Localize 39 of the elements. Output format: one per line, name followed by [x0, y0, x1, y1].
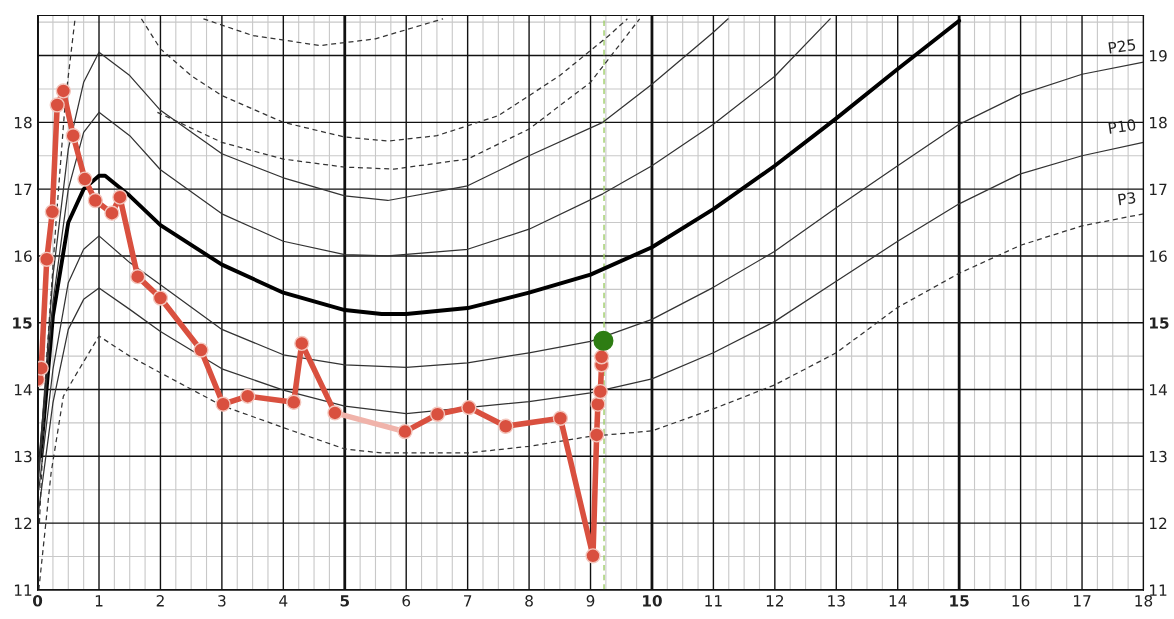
text: P25 — [1108, 38, 1136, 54]
y2-tick-label: 14 — [1150, 384, 1167, 396]
y2-tick-label: 13 — [1150, 450, 1167, 463]
y2-tick-label: 17 — [1150, 183, 1167, 195]
x-tick-label: 3 — [218, 595, 226, 607]
x-tick-label: 7 — [464, 595, 472, 607]
y2-tick-label: 16 — [1150, 250, 1167, 262]
x-tick-label: 16 — [1012, 595, 1030, 607]
y-tick-label: 18 — [14, 116, 32, 129]
y2-tick-label: 18 — [1150, 116, 1167, 129]
y-tick-label: 11 — [14, 584, 32, 596]
y-tick-label: 15 — [13, 317, 32, 329]
x-tick-label: 13 — [828, 595, 845, 607]
y2-tick-label: 12 — [1150, 517, 1167, 529]
y-tick-label: 14 — [14, 384, 32, 396]
y-tick-label: 13 — [14, 450, 32, 463]
y-tick-label: 17 — [14, 183, 32, 195]
y2-tick-label: 19 — [1150, 50, 1167, 62]
x-tick-label: 6 — [402, 595, 411, 607]
x-tick-label: 11 — [705, 595, 722, 607]
text: P10 — [1108, 118, 1136, 134]
x-tick-label: 15 — [950, 595, 969, 607]
y-tick-label: 12 — [14, 517, 32, 529]
x-tick-label: 0 — [32, 595, 43, 607]
x-tick-label: 1 — [95, 595, 103, 607]
x-tick-label: 2 — [156, 595, 164, 607]
x-tick-label: 12 — [766, 595, 784, 607]
x-tick-label: 14 — [889, 595, 907, 607]
x-tick-label: 9 — [586, 595, 595, 607]
x-tick-label: 4 — [279, 595, 288, 607]
y-tick-label: 16 — [14, 250, 32, 262]
y2-tick-label: 15 — [1150, 317, 1169, 329]
x-tick-label: 5 — [340, 595, 350, 607]
y2-tick-label: 11 — [1150, 584, 1167, 596]
x-tick-label: 17 — [1073, 595, 1091, 607]
x-tick-label: 10 — [643, 595, 662, 607]
x-tick-label: 18 — [1135, 595, 1153, 607]
x-tick-label: 8 — [525, 595, 533, 607]
text: P3 — [1118, 191, 1136, 206]
